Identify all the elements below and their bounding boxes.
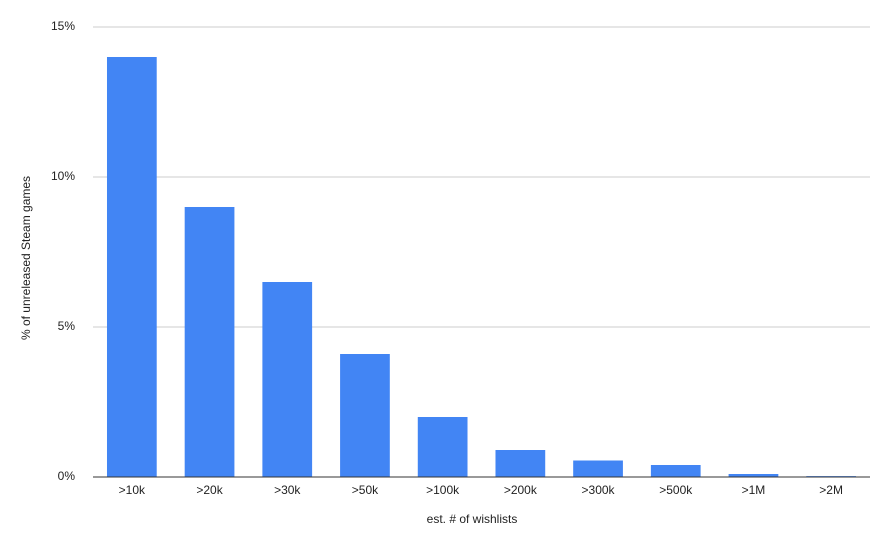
y-axis-title: % of unreleased Steam games — [19, 176, 33, 340]
x-tick-label: >1M — [742, 483, 766, 497]
x-tick-label: >10k — [119, 483, 146, 497]
bar — [417, 417, 468, 477]
x-tick-label: >300k — [582, 483, 616, 497]
y-tick-label: 10% — [51, 169, 75, 183]
bar — [728, 474, 779, 477]
x-tick-label: >2M — [819, 483, 843, 497]
x-tick-label: >100k — [426, 483, 460, 497]
x-tick-label: >200k — [504, 483, 538, 497]
y-tick-label: 5% — [58, 319, 76, 333]
bar — [262, 282, 313, 477]
x-tick-label: >500k — [659, 483, 693, 497]
bar — [184, 207, 235, 477]
bar — [340, 354, 390, 477]
bar — [106, 57, 157, 477]
y-tick-label: 0% — [58, 469, 76, 483]
x-tick-label: >50k — [352, 483, 379, 497]
bar — [495, 450, 546, 477]
y-tick-label: 15% — [51, 19, 75, 33]
x-tick-label: >30k — [274, 483, 301, 497]
x-tick-label: >20k — [196, 483, 223, 497]
x-axis-title: est. # of wishlists — [427, 512, 518, 526]
bar — [573, 460, 623, 477]
bar — [650, 465, 701, 477]
